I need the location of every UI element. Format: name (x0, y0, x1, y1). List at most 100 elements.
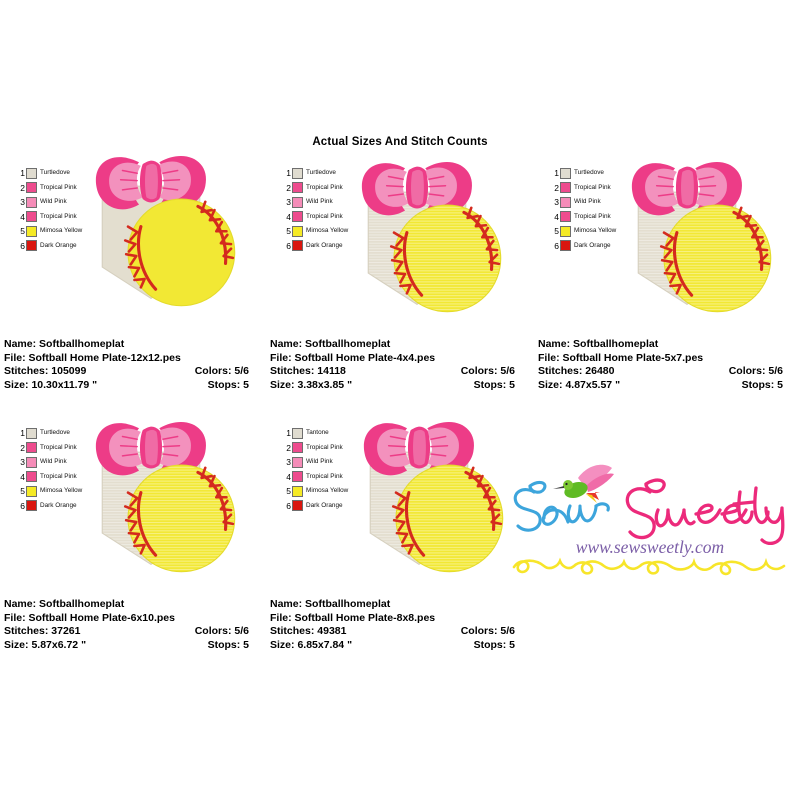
legend-number: 2 (20, 182, 25, 193)
spec-file-label: File: (538, 351, 560, 364)
spec-colors-label: Colors: (194, 625, 232, 637)
spec-file-label: File: (270, 611, 292, 624)
spec-stitches-label: Stitches: (4, 365, 49, 377)
hummingbird-wing (578, 464, 612, 488)
embroidery-preview (618, 148, 793, 320)
legend-color-name: Tropical Pink (40, 472, 77, 480)
spec-stitches: Stitches: 37261 (4, 625, 80, 639)
spec-file-label: File: (4, 611, 26, 624)
color-legend: 1 Turtledove 2 Tropical Pink 3 Wild Pink… (283, 166, 379, 253)
legend-number: 1 (286, 168, 291, 178)
legend-color-swatch (560, 167, 571, 179)
spec-file: File: Softball Home Plate-5x7.pes (538, 352, 800, 366)
legend-number: 3 (20, 457, 25, 467)
spec-stitches-value: 26480 (585, 365, 615, 377)
legend-row: 5 Mimosa Yellow (283, 224, 379, 238)
legend-color-name: Tropical Pink (306, 472, 343, 480)
artwork-area: 1 Turtledove 2 Tropical Pink 3 Wild Pink… (4, 148, 266, 338)
legend-color-name: Tropical Pink (306, 212, 343, 220)
softball-stitching (123, 200, 235, 291)
legend-color-swatch (26, 211, 37, 222)
spec-size-stops: Size: 5.87x6.72 " Stops: 5 (4, 639, 249, 653)
spec-stitches-label: Stitches: (270, 625, 315, 637)
spec-colors-value: 5/6 (234, 625, 249, 637)
artwork-area: 1 Tantone 2 Tropical Pink 3 Wild Pink 4 … (270, 408, 532, 598)
spec-size: Size: 3.38x3.85 " (270, 379, 352, 393)
hummingbird-head (563, 480, 573, 490)
spec-file: File: Softball Home Plate-8x8.pes (270, 612, 532, 626)
legend-color-swatch (292, 485, 303, 497)
design-specs: Name: Softballhomeplat File: Softball Ho… (538, 338, 800, 392)
embroidery-preview (350, 408, 525, 580)
legend-row: 4 Tropical Pink (17, 470, 113, 484)
spec-name: Name: Softballhomeplat (4, 338, 266, 352)
softball-shape (663, 204, 772, 313)
legend-color-name: Tropical Pink (40, 183, 77, 191)
legend-color-swatch (26, 500, 37, 511)
embroidery-preview (82, 142, 257, 314)
legend-color-name: Mimosa Yellow (40, 487, 83, 494)
design-block-6x10: 1 Turtledove 2 Tropical Pink 3 Wild Pink… (4, 408, 266, 652)
legend-color-swatch (292, 182, 303, 193)
spec-stitches: Stitches: 26480 (538, 365, 614, 379)
spec-name-value: Softballhomeplat (39, 598, 125, 610)
spec-stitches: Stitches: 14118 (270, 365, 346, 379)
spec-name-value: Softballhomeplat (305, 598, 391, 610)
spec-stitches-colors: Stitches: 49381 Colors: 5/6 (270, 625, 515, 639)
legend-row: 6 Dark Orange (17, 239, 113, 253)
spec-file-value: Softball Home Plate-6x10.pes (28, 611, 175, 624)
legend-color-swatch (292, 471, 303, 482)
spec-name: Name: Softballhomeplat (4, 598, 266, 612)
hummingbird-tail (586, 492, 600, 500)
spec-colors-label: Colors: (728, 365, 766, 377)
legend-color-name: Dark Orange (40, 241, 77, 249)
spec-colors-value: 5/6 (768, 365, 783, 377)
logo-sew-script (513, 480, 610, 532)
spec-size-value: 10.30x11.79 " (31, 378, 98, 391)
softball-stitching (659, 206, 771, 297)
design-block-8x8: 1 Tantone 2 Tropical Pink 3 Wild Pink 4 … (270, 408, 532, 652)
legend-color-swatch (26, 456, 37, 468)
legend-number: 5 (286, 486, 291, 496)
spec-stops-value: 5 (509, 638, 515, 651)
spec-stops: Stops: 5 (742, 379, 783, 393)
legend-color-swatch (292, 167, 303, 179)
embroidery-preview (348, 148, 523, 320)
legend-color-name: Wild Pink (306, 458, 333, 465)
bow-shape (363, 422, 475, 476)
spec-colors-label: Colors: (194, 365, 232, 377)
spec-stops-value: 5 (243, 638, 249, 651)
spec-size: Size: 10.30x11.79 " (4, 379, 97, 393)
design-block-5x7: 1 Turtledove 2 Tropical Pink 3 Wild Pink… (538, 148, 800, 392)
spec-stitches: Stitches: 105099 (4, 365, 86, 379)
spec-name-label: Name: (270, 598, 303, 610)
legend-row: 3 Wild Pink (17, 455, 113, 469)
spec-file-value: Softball Home Plate-8x8.pes (294, 611, 436, 624)
spec-stops-value: 5 (777, 378, 783, 391)
spec-stitches-value: 105099 (51, 365, 87, 377)
spec-size-stops: Size: 3.38x3.85 " Stops: 5 (270, 379, 515, 393)
spec-size-stops: Size: 4.87x5.57 " Stops: 5 (538, 379, 783, 393)
spec-name-label: Name: (4, 338, 37, 350)
legend-number: 2 (286, 182, 291, 193)
legend-row: 2 Tropical Pink (17, 441, 113, 455)
legend-number: 1 (20, 168, 25, 178)
legend-number: 2 (20, 442, 25, 453)
softball-shape (393, 204, 502, 313)
spec-stitches-value: 14118 (317, 365, 346, 377)
logo-swirl (512, 557, 786, 576)
spec-colors-value: 5/6 (500, 625, 515, 637)
legend-row: 5 Mimosa Yellow (17, 484, 113, 498)
bow-shape (95, 422, 207, 476)
legend-number: 2 (286, 442, 291, 453)
legend-color-name: Wild Pink (574, 198, 601, 205)
legend-color-swatch (560, 182, 571, 193)
legend-number: 3 (286, 457, 291, 467)
legend-row: 4 Tropical Pink (283, 470, 379, 484)
logo-sweetly-script (625, 478, 785, 546)
legend-color-swatch (292, 456, 303, 468)
spec-size-value: 4.87x5.57 " (565, 378, 621, 391)
legend-color-name: Turtledove (40, 429, 70, 436)
softball-shape (395, 464, 504, 573)
spec-name-value: Softballhomeplat (305, 338, 391, 350)
